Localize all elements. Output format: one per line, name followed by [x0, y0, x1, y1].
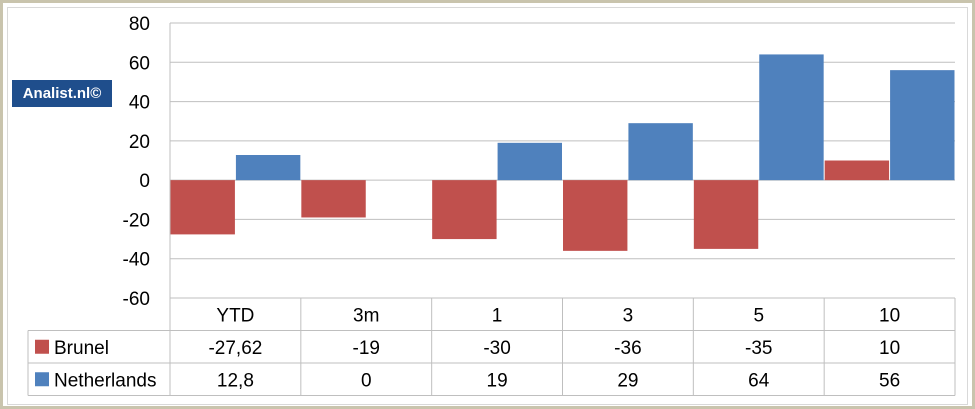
data-label-brunel: 10 [879, 338, 900, 359]
data-label-netherlands: 56 [879, 370, 900, 391]
y-tick-label: 80 [129, 14, 150, 35]
data-label-brunel: -35 [745, 338, 772, 359]
x-category-label: 1 [492, 305, 503, 326]
data-label-netherlands: 12,8 [217, 370, 254, 391]
bar-brunel-3m [301, 180, 366, 218]
data-label-netherlands: 64 [748, 370, 770, 391]
y-tick-label: 20 [129, 132, 150, 153]
legend-label-brunel: Brunel [54, 338, 109, 359]
bar-netherlands-5 [759, 54, 824, 181]
bar-netherlands-10 [890, 70, 955, 181]
bar-brunel-5 [693, 180, 759, 249]
data-label-brunel: -36 [614, 338, 641, 359]
legend-swatch-brunel [35, 339, 49, 354]
y-tick-label: -20 [123, 210, 150, 231]
x-category-label: YTD [216, 305, 254, 326]
legend-label-netherlands: Netherlands [54, 370, 156, 391]
y-tick-label: 0 [139, 171, 150, 192]
analist-watermark-logo: Analist.nl© [12, 80, 112, 107]
chart-inner-border [7, 7, 968, 405]
bar-netherlands-1 [497, 142, 562, 181]
bar-brunel-3 [563, 180, 628, 251]
x-category-label: 10 [879, 305, 900, 326]
x-category-label: 3 [623, 305, 634, 326]
x-category-label: 5 [753, 305, 764, 326]
y-tick-label: -40 [123, 250, 150, 271]
data-label-netherlands: 0 [361, 370, 372, 391]
x-category-label: 3m [353, 305, 379, 326]
data-label-brunel: -27,62 [208, 338, 262, 359]
data-label-brunel: -19 [353, 338, 380, 359]
bar-brunel-1 [432, 180, 497, 240]
data-label-netherlands: 29 [617, 370, 638, 391]
bar-netherlands-3 [628, 123, 693, 181]
bar-brunel-10 [824, 160, 890, 181]
y-tick-label: -60 [123, 289, 150, 310]
bar-netherlands-ytd [235, 155, 301, 181]
y-tick-label: 60 [129, 53, 150, 74]
data-label-netherlands: 19 [487, 370, 508, 391]
y-tick-label: 40 [129, 93, 150, 114]
legend-swatch-netherlands [35, 372, 49, 387]
bar-brunel-ytd [170, 180, 235, 235]
data-label-brunel: -30 [483, 338, 510, 359]
